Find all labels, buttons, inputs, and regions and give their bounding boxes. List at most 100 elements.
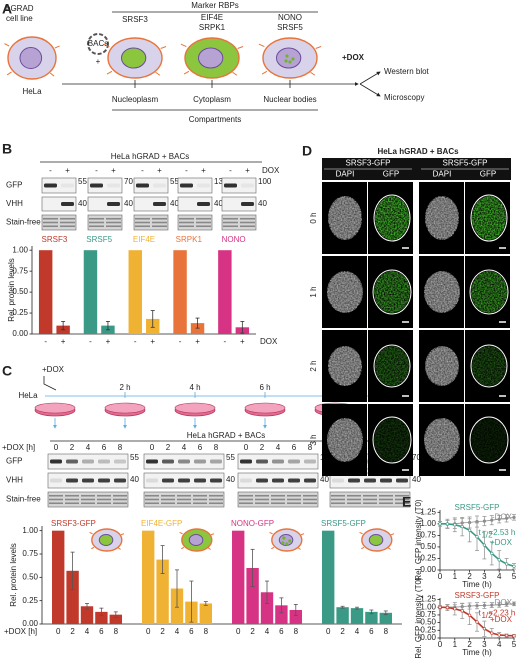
- bar: [156, 559, 169, 624]
- blot-band: [113, 502, 127, 505]
- blot-band: [379, 494, 393, 497]
- lane-label: 2: [166, 443, 171, 452]
- x-tick-label: 4: [85, 627, 90, 636]
- blot-band: [363, 498, 377, 501]
- blot-band: [178, 459, 190, 464]
- blot-band: [332, 478, 344, 483]
- data-point: [482, 603, 487, 607]
- x-axis-label: Time (h): [462, 580, 492, 589]
- data-point: [460, 609, 464, 613]
- x-tick-label: 1: [453, 640, 458, 649]
- blot-band: [135, 225, 150, 228]
- data-point: [445, 522, 450, 526]
- nucleus-dapi-base: [424, 419, 460, 461]
- blot-band: [395, 502, 409, 505]
- x-axis-label: DOX: [260, 337, 278, 346]
- blot-band: [239, 498, 253, 501]
- blot-title: HeLa hGRAD + BACs: [187, 431, 265, 440]
- blot-band: [107, 183, 120, 188]
- blot-band: [210, 478, 222, 483]
- mw-label: 70: [412, 453, 421, 462]
- x-tick-label: 0: [438, 640, 443, 649]
- data-point: [438, 522, 442, 526]
- blot-band: [81, 494, 95, 497]
- data-point: [497, 603, 501, 607]
- cell-line-label: cell line: [6, 14, 33, 23]
- chart-title: SRSF3-GFP: [455, 591, 500, 600]
- blot-band: [288, 478, 300, 483]
- y-tick-label: 1.00: [12, 245, 28, 254]
- nuclear-body: [282, 536, 286, 540]
- blot-band: [107, 202, 120, 206]
- blot-band: [43, 221, 58, 224]
- nucleus: [276, 47, 302, 69]
- bar: [379, 612, 392, 624]
- nucleus: [19, 47, 43, 69]
- x-tick-label: +: [106, 337, 111, 346]
- blot-band: [196, 217, 211, 220]
- blot-band: [161, 502, 175, 505]
- data-point: [505, 633, 509, 638]
- blot-band: [379, 502, 393, 505]
- blot-band: [97, 498, 111, 501]
- series-label: -DOX: [492, 512, 513, 521]
- x-tick-label: 3: [482, 572, 487, 581]
- category-title: SRPK1: [176, 235, 203, 244]
- lane-label: 2: [70, 443, 75, 452]
- data-point: [512, 602, 516, 606]
- time-label: 0 h: [309, 212, 318, 223]
- blot-band: [196, 221, 211, 224]
- lane-label: -: [185, 166, 188, 175]
- lane-label: 2: [260, 443, 265, 452]
- y-tick-label: 1.25: [420, 595, 436, 604]
- blot: [47, 453, 129, 470]
- category-title: SRSF3: [42, 235, 68, 244]
- row-label: GFP: [6, 457, 22, 466]
- blot-band: [271, 502, 285, 505]
- dish-rim: [244, 402, 286, 414]
- category-title: NONO: [222, 235, 246, 244]
- blot-band: [106, 225, 121, 228]
- blot-band: [113, 494, 127, 497]
- blot-band: [209, 502, 223, 505]
- blot-band: [271, 494, 285, 497]
- blot-band: [272, 459, 284, 464]
- blot-band: [363, 502, 377, 505]
- data-point: [468, 528, 472, 532]
- nucleus-outline: [373, 344, 411, 388]
- vector-label: BACs: [88, 39, 108, 48]
- x-tick-label: +: [61, 337, 66, 346]
- blot-band: [304, 478, 316, 483]
- x-tick-label: 0: [438, 572, 443, 581]
- construct-label: SRSF3-GFP: [346, 159, 391, 168]
- blot-band: [177, 498, 191, 501]
- chart-title: SRSF5-GFP: [455, 503, 500, 512]
- blot-band: [153, 202, 166, 206]
- treatment-label: +DOX: [342, 53, 365, 62]
- blot-band: [162, 478, 174, 483]
- x-tick-label: 2: [70, 627, 75, 636]
- blot-band: [145, 502, 159, 505]
- y-axis-label: Rel. protein levels: [9, 543, 18, 607]
- y-tick-label: 0.25: [420, 625, 436, 634]
- blot-band: [43, 217, 58, 220]
- blot-band: [240, 478, 252, 483]
- blot-band: [89, 225, 104, 228]
- mw-label: 40: [124, 199, 133, 208]
- x-tick-label: 6: [369, 627, 374, 636]
- blot-band: [146, 459, 158, 464]
- blot-band: [60, 217, 75, 220]
- nucleus-dapi-base: [425, 347, 459, 385]
- cell-protrusion: [179, 531, 183, 535]
- blot-band: [145, 498, 159, 501]
- bar: [322, 530, 335, 624]
- bracket: [43, 376, 57, 391]
- cell-protrusion: [6, 71, 12, 76]
- cell-label: HeLa: [18, 391, 38, 400]
- blot-band: [256, 478, 268, 483]
- blot-band: [66, 459, 78, 464]
- nucleus-dapi-base: [425, 197, 459, 239]
- lane-label: 4: [182, 443, 187, 452]
- blot-band: [161, 494, 175, 497]
